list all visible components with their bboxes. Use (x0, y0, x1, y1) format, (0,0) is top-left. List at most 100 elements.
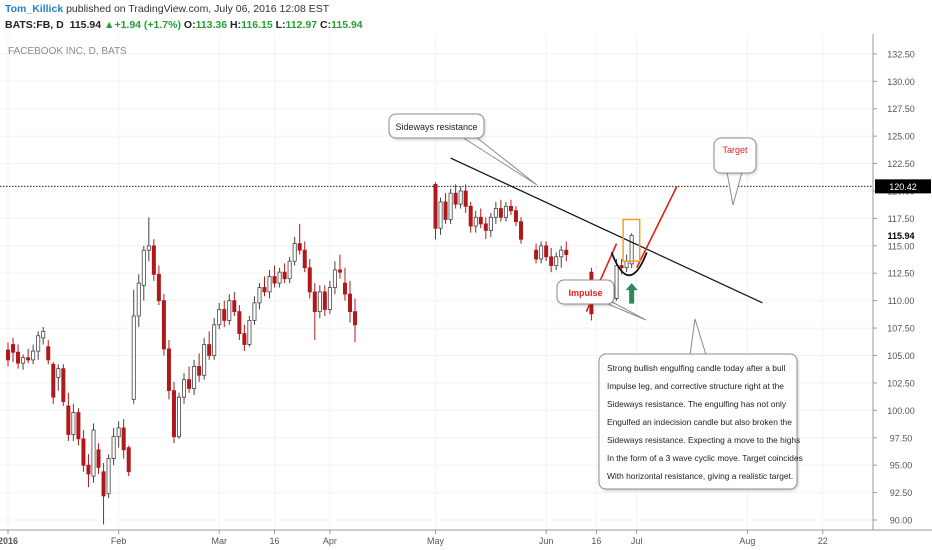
candle-body (141, 249, 146, 286)
candle-body (483, 223, 488, 231)
candle-body (332, 269, 337, 288)
candle-body (21, 357, 26, 364)
analysis-callout-line: Sideways resistance. The engulfing has n… (607, 399, 787, 409)
candle-body (317, 291, 322, 313)
candle-body (51, 363, 56, 398)
candle-body (443, 201, 448, 220)
analysis-callout-line: Strong bullish engulfing candle today af… (607, 363, 785, 373)
candle-body (438, 201, 443, 229)
target-callout-box (713, 137, 757, 174)
change-arrow-icon: ▲ (104, 19, 115, 31)
candle-body (539, 245, 544, 260)
y-tick-label: 95.00 (890, 461, 913, 471)
price-change: +1.94 (+1.7%) (114, 19, 181, 31)
engulfing-highlight-box (622, 218, 641, 262)
y-tick-label: 97.50 (890, 433, 913, 443)
open-value: 113.36 (195, 19, 228, 31)
candle-body (86, 464, 91, 475)
y-tick-label: 127.50 (887, 104, 915, 114)
candle-body (6, 349, 11, 361)
x-tick-label: Apr (323, 536, 337, 546)
candle-body (564, 249, 569, 255)
last-price: 115.94 (69, 19, 102, 31)
candle-body (277, 271, 282, 284)
candle-body (312, 291, 317, 313)
target-projection-line (635, 186, 678, 269)
candle-body (11, 344, 16, 353)
candle-body (232, 300, 237, 313)
resistance-price-tag (875, 179, 931, 194)
candle-body (81, 438, 86, 466)
x-tick-label: Jun (539, 536, 554, 546)
candle-body (488, 216, 493, 231)
candle-body (207, 344, 212, 356)
candle-body (192, 366, 197, 389)
candle-body (31, 350, 36, 361)
candle-body (237, 311, 242, 334)
candle-body (513, 210, 518, 223)
chart-title: FACEBOOK INC, D, BATS (8, 46, 127, 57)
candle-body (478, 216, 483, 225)
candle-body (91, 429, 96, 477)
candle-body (337, 269, 342, 273)
high-label: H: (230, 19, 242, 31)
published-text: published on TradingView.com, July 06, 2… (66, 3, 330, 15)
price-chart[interactable]: FACEBOOK INC, D, BATS Sideways resistanc… (0, 34, 932, 550)
candle-body (176, 396, 181, 438)
low-label: L: (275, 19, 286, 31)
candle-body (202, 344, 207, 376)
sideways-resistance-trendline (450, 157, 763, 304)
candle-body (448, 192, 453, 220)
close-value: 115.94 (331, 19, 363, 31)
candle-body (71, 412, 76, 435)
candle-body (121, 427, 126, 451)
candle-body (242, 333, 247, 345)
candle-body (287, 260, 292, 280)
sideways-callout-pointer (461, 136, 538, 186)
candle-body (292, 243, 297, 262)
analysis-callout-line: In the form of a 3 wave cyclic move. Tar… (607, 453, 803, 463)
candle-body (46, 346, 51, 361)
time-axis[interactable]: 2016 Feb Mar 16 Apr May Jun 16 Jul Aug 22 (0, 529, 932, 546)
candle-body (544, 245, 549, 258)
candle-body (56, 368, 61, 378)
impulse-callout-text: Impulse (568, 288, 602, 298)
x-tick-label: Feb (111, 536, 127, 546)
close-label: C: (320, 19, 332, 31)
candle-body (101, 471, 106, 497)
candle-body (227, 300, 232, 321)
symbol-label[interactable]: BATS:FB, D (5, 19, 64, 31)
candle-body (307, 267, 312, 293)
publish-line: Tom_Killick published on TradingView.com… (5, 3, 329, 15)
candle-body (61, 368, 66, 402)
candle-body (534, 249, 539, 260)
candle-body (549, 256, 554, 266)
candle-body (498, 208, 503, 218)
candle-body (161, 300, 166, 350)
price-axis[interactable]: 90.00 92.50 95.00 97.50 100.00 102.50 105.00 10… (872, 34, 931, 530)
target-callout-pointer (726, 171, 743, 206)
candle-body (473, 216, 478, 227)
corrective-structure-arc (610, 252, 648, 276)
candle-body (342, 282, 347, 295)
y-tick-label: 110.00 (888, 296, 915, 306)
callouts-layer: Sideways resistance Target Impulse Strong b… (388, 113, 803, 490)
y-tick-label: 107.50 (887, 324, 915, 334)
y-tick-label: 92.50 (890, 488, 913, 498)
candle-body (156, 273, 161, 302)
candle-body (166, 348, 171, 392)
candle-body (116, 427, 121, 438)
sideways-callout-text: Sideways resistance (395, 122, 477, 132)
candle-body (36, 335, 41, 352)
candle-body (16, 351, 21, 364)
candle-body (252, 302, 257, 321)
candle-body (347, 293, 352, 313)
candle-body (126, 447, 131, 473)
candle-body (272, 276, 277, 284)
y-tick-label: 122.50 (887, 159, 915, 169)
candle-body (217, 309, 222, 326)
high-value: 116.15 (241, 19, 273, 31)
up-arrow-icon (625, 283, 638, 304)
author-link[interactable]: Tom_Killick (5, 3, 64, 15)
candle-body (619, 265, 624, 269)
